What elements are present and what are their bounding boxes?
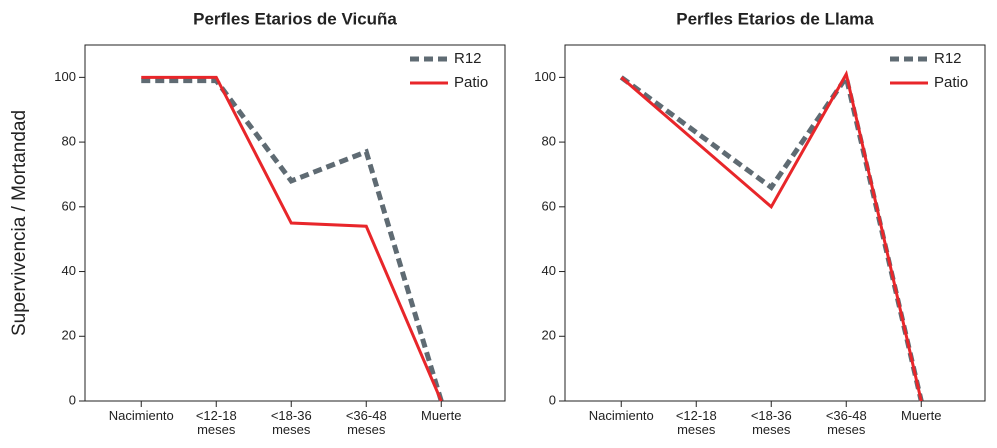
y-tick-label: 60 bbox=[542, 198, 556, 213]
x-tick-label: Nacimiento bbox=[589, 408, 654, 423]
x-tick-label: Muerte bbox=[901, 408, 941, 423]
y-tick-label: 80 bbox=[542, 134, 556, 149]
y-tick-label: 40 bbox=[62, 263, 76, 278]
y-axis-label: Supervivencia / Mortandad bbox=[9, 110, 30, 336]
legend-label: R12 bbox=[454, 50, 482, 67]
y-tick-label: 100 bbox=[534, 69, 556, 84]
x-tick-label: <12-18 meses bbox=[676, 408, 717, 437]
line-series bbox=[141, 75, 443, 402]
x-tick-label: <18-36 meses bbox=[751, 408, 792, 437]
x-tick-label: Muerte bbox=[421, 408, 461, 423]
legend-label: R12 bbox=[934, 50, 962, 67]
y-tick-label: 20 bbox=[62, 328, 76, 343]
y-tick-label: 20 bbox=[542, 328, 556, 343]
line-series bbox=[620, 70, 923, 402]
line-series bbox=[141, 78, 444, 402]
y-tick-label: 0 bbox=[69, 392, 76, 407]
y-tick-label: 0 bbox=[549, 392, 556, 407]
legend-label: Patio bbox=[934, 74, 968, 91]
line-series bbox=[619, 71, 924, 402]
x-tick-label: <18-36 meses bbox=[271, 408, 312, 437]
x-tick-label: Nacimiento bbox=[109, 408, 174, 423]
legend-label: Patio bbox=[454, 74, 488, 91]
plot-frame bbox=[564, 44, 986, 402]
x-tick-label: <36-48 meses bbox=[346, 408, 387, 437]
y-tick-label: 40 bbox=[542, 263, 556, 278]
chart-title: Perfles Etarios de Vicuña bbox=[193, 9, 397, 28]
x-tick-label: <12-18 meses bbox=[196, 408, 237, 437]
y-tick-label: 100 bbox=[54, 69, 76, 84]
plot-frame bbox=[84, 44, 506, 402]
chart-title: Perfles Etarios de Llama bbox=[676, 9, 874, 28]
y-tick-label: 80 bbox=[62, 134, 76, 149]
y-tick-label: 60 bbox=[62, 198, 76, 213]
x-tick-label: <36-48 meses bbox=[826, 408, 867, 437]
